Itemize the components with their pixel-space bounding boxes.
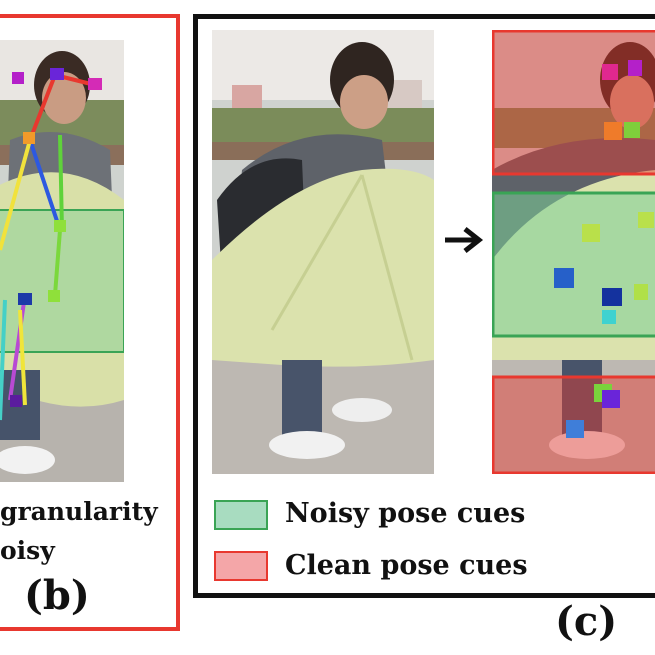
panel-b-caption-line1: granularity: [0, 497, 158, 526]
panel-c-label: (c): [555, 598, 618, 645]
noisy-legend-label: Noisy pose cues: [285, 498, 526, 529]
panel-c-frame: [193, 14, 655, 598]
panel-b-photo: [0, 40, 124, 482]
panel-b-caption-line2: oisy: [0, 536, 55, 565]
panel-c-annotated-photo: [492, 30, 655, 474]
right-arrow-icon: [441, 224, 485, 260]
panel-c-original-photo: [212, 30, 434, 474]
noisy-legend-swatch: [214, 500, 268, 530]
clean-legend-label: Clean pose cues: [285, 550, 528, 581]
panel-b-label: (b): [24, 572, 90, 619]
clean-legend-swatch: [214, 551, 268, 581]
panel-b-frame: [0, 14, 180, 631]
